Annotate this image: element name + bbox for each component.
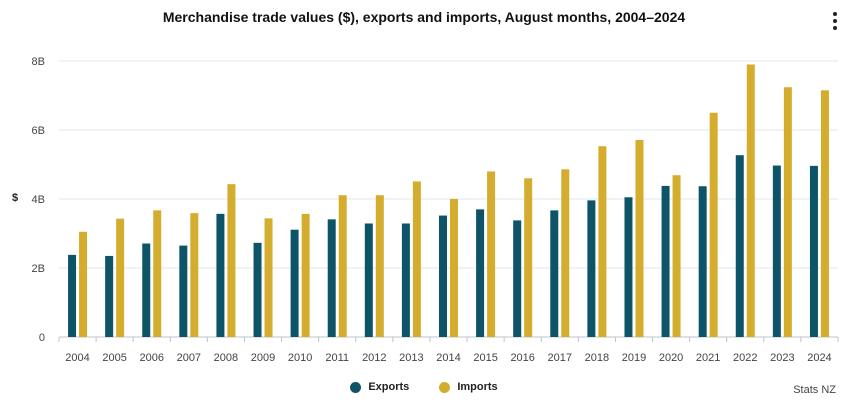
x-tick-label: 2011 — [325, 352, 349, 364]
bar-imports[interactable] — [227, 184, 236, 337]
source-credit: Stats NZ — [793, 384, 836, 396]
legend-swatch-exports — [350, 381, 362, 393]
bar-exports[interactable] — [735, 155, 744, 337]
bar-imports[interactable] — [412, 181, 421, 337]
bar-exports[interactable] — [550, 210, 559, 337]
x-tick-label: 2007 — [177, 352, 201, 364]
legend: Exports Imports — [0, 381, 848, 393]
bar-exports[interactable] — [809, 165, 818, 337]
menu-dot — [833, 19, 837, 23]
x-tick-label: 2012 — [362, 352, 386, 364]
bar-imports[interactable] — [153, 210, 162, 337]
x-tick-label: 2022 — [733, 352, 757, 364]
bar-exports[interactable] — [476, 209, 485, 337]
x-tick-label: 2009 — [251, 352, 275, 364]
bar-exports[interactable] — [587, 200, 596, 337]
bar-imports[interactable] — [450, 199, 458, 337]
x-tick-label: 2010 — [288, 352, 312, 364]
y-axis-label: $ — [12, 192, 19, 204]
bar-imports[interactable] — [820, 90, 829, 337]
bar-exports[interactable] — [327, 219, 336, 337]
y-tick-label: 0 — [39, 332, 45, 344]
bar-imports[interactable] — [672, 175, 681, 337]
menu-dot — [833, 26, 837, 30]
bar-exports[interactable] — [401, 223, 410, 337]
bar-imports[interactable] — [783, 87, 792, 337]
bar-exports[interactable] — [698, 186, 707, 337]
bar-exports[interactable] — [142, 243, 151, 337]
bar-exports[interactable] — [68, 254, 77, 337]
x-tick-label: 2004 — [65, 352, 89, 364]
bar-exports[interactable] — [772, 165, 781, 337]
x-tick-label: 2016 — [510, 352, 534, 364]
x-tick-label: 2006 — [139, 352, 163, 364]
x-tick-label: 2017 — [548, 352, 572, 364]
x-tick-label: 2014 — [436, 352, 460, 364]
x-tick-label: 2008 — [214, 352, 238, 364]
bar-imports[interactable] — [487, 171, 496, 337]
bar-exports[interactable] — [364, 223, 373, 337]
x-tick-label: 2021 — [696, 352, 720, 364]
bar-exports[interactable] — [661, 185, 670, 337]
bar-imports[interactable] — [79, 231, 88, 337]
bar-exports[interactable] — [624, 197, 633, 337]
more-options-icon[interactable] — [832, 12, 838, 30]
bar-imports[interactable] — [301, 213, 310, 337]
bar-imports[interactable] — [746, 64, 755, 337]
legend-label-imports: Imports — [457, 381, 498, 393]
bar-exports[interactable] — [216, 213, 225, 337]
y-tick-label: 2B — [32, 263, 45, 275]
bar-imports[interactable] — [598, 146, 607, 337]
x-tick-label: 2019 — [622, 352, 646, 364]
bar-exports[interactable] — [179, 245, 188, 337]
bar-imports[interactable] — [338, 195, 347, 337]
bar-exports[interactable] — [439, 215, 447, 337]
bar-exports[interactable] — [253, 242, 262, 337]
bar-imports[interactable] — [635, 140, 644, 337]
x-tick-label: 2015 — [473, 352, 497, 364]
bar-exports[interactable] — [513, 220, 522, 337]
x-tick-label: 2023 — [770, 352, 794, 364]
legend-item-exports[interactable]: Exports — [350, 381, 409, 393]
x-tick-label: 2020 — [659, 352, 683, 364]
legend-swatch-imports — [439, 381, 451, 393]
bar-imports[interactable] — [264, 218, 273, 337]
bar-imports[interactable] — [561, 169, 570, 337]
menu-dot — [833, 12, 837, 16]
chart-title: Merchandise trade values ($), exports an… — [162, 9, 686, 25]
y-tick-label: 8B — [32, 56, 45, 68]
bar-imports[interactable] — [190, 213, 199, 337]
legend-label-exports: Exports — [368, 381, 410, 393]
bar-imports[interactable] — [116, 218, 125, 337]
x-tick-label: 2018 — [585, 352, 609, 364]
y-tick-label: 4B — [32, 194, 45, 206]
bar-imports[interactable] — [524, 178, 533, 337]
bar-imports[interactable] — [709, 112, 718, 337]
bar-exports[interactable] — [290, 229, 299, 337]
x-tick-label: 2024 — [807, 352, 831, 364]
bar-imports[interactable] — [375, 195, 384, 337]
x-tick-label: 2013 — [399, 352, 423, 364]
legend-item-imports[interactable]: Imports — [439, 381, 498, 393]
y-tick-label: 6B — [32, 125, 45, 137]
bar-exports[interactable] — [105, 255, 114, 337]
x-tick-label: 2005 — [102, 352, 126, 364]
